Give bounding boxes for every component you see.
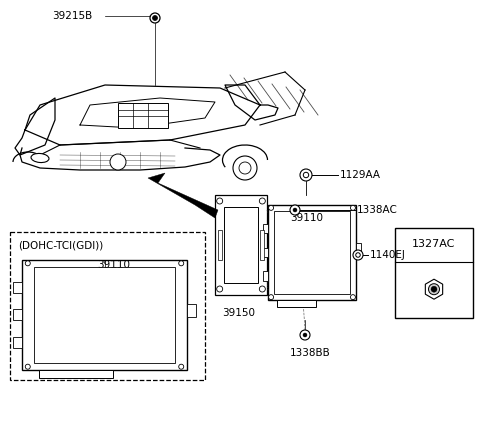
Bar xyxy=(268,205,356,300)
Circle shape xyxy=(259,198,265,204)
Text: 1140EJ: 1140EJ xyxy=(370,250,406,260)
Bar xyxy=(263,224,268,233)
Bar xyxy=(356,243,361,254)
Bar xyxy=(263,248,268,257)
Bar xyxy=(13,282,22,293)
Bar xyxy=(261,230,264,260)
Bar xyxy=(118,103,168,128)
Circle shape xyxy=(150,13,160,23)
Circle shape xyxy=(356,253,360,257)
Text: 39110: 39110 xyxy=(97,260,131,270)
Circle shape xyxy=(239,162,251,174)
Circle shape xyxy=(25,261,30,266)
Circle shape xyxy=(353,250,363,260)
Text: (DOHC-TCI(GDI)): (DOHC-TCI(GDI)) xyxy=(18,240,103,250)
Bar xyxy=(187,304,196,317)
Bar xyxy=(34,266,176,363)
Circle shape xyxy=(110,154,126,170)
Circle shape xyxy=(216,286,223,292)
Text: 1129AA: 1129AA xyxy=(340,170,381,180)
Bar xyxy=(13,310,22,321)
Bar xyxy=(13,337,22,348)
Circle shape xyxy=(216,198,223,204)
Circle shape xyxy=(179,261,184,266)
Circle shape xyxy=(153,16,157,20)
Circle shape xyxy=(290,205,300,215)
Circle shape xyxy=(350,205,355,210)
Circle shape xyxy=(350,295,355,299)
Text: 39215B: 39215B xyxy=(52,11,92,21)
Circle shape xyxy=(303,172,309,178)
Circle shape xyxy=(431,286,437,292)
Circle shape xyxy=(269,205,274,210)
Ellipse shape xyxy=(31,154,49,162)
Circle shape xyxy=(25,364,30,369)
Bar xyxy=(215,195,267,295)
Circle shape xyxy=(429,284,440,295)
Bar xyxy=(22,260,187,370)
Text: 39110: 39110 xyxy=(290,213,323,223)
Circle shape xyxy=(233,156,257,180)
Circle shape xyxy=(259,286,265,292)
Text: 39150: 39150 xyxy=(222,308,255,318)
Text: 1338BB: 1338BB xyxy=(290,348,331,358)
Text: 1338AC: 1338AC xyxy=(357,205,398,215)
Polygon shape xyxy=(425,279,443,299)
Circle shape xyxy=(300,330,310,340)
Circle shape xyxy=(293,208,297,212)
Bar xyxy=(274,211,350,294)
Bar xyxy=(218,230,222,260)
Polygon shape xyxy=(148,173,218,218)
Bar xyxy=(395,228,473,318)
Text: 1327AC: 1327AC xyxy=(412,239,456,249)
Bar xyxy=(224,207,258,283)
Circle shape xyxy=(269,295,274,299)
Bar xyxy=(263,272,268,281)
Bar xyxy=(10,232,205,380)
Bar xyxy=(38,370,113,378)
Circle shape xyxy=(303,333,307,337)
Circle shape xyxy=(300,169,312,181)
Bar xyxy=(277,300,316,307)
Circle shape xyxy=(179,364,184,369)
